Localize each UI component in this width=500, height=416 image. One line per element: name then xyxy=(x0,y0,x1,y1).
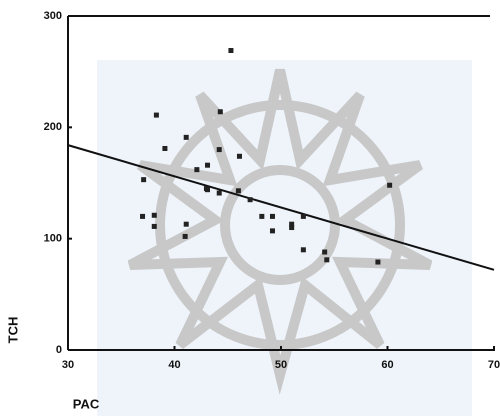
point xyxy=(289,221,295,227)
point xyxy=(228,48,234,54)
point xyxy=(259,213,265,219)
point xyxy=(387,182,393,188)
x-tick-label: 40 xyxy=(168,359,180,371)
point xyxy=(289,225,295,231)
point xyxy=(183,221,189,227)
point xyxy=(194,167,200,173)
y-tick-label: 300 xyxy=(44,10,62,22)
point xyxy=(300,213,306,219)
point xyxy=(236,153,242,159)
point xyxy=(217,109,223,115)
point xyxy=(300,247,306,253)
point xyxy=(324,257,330,263)
point xyxy=(322,249,328,255)
x-tick-label: 50 xyxy=(275,359,287,371)
point xyxy=(162,145,168,151)
point xyxy=(247,197,253,203)
x-tick-label: 30 xyxy=(62,359,74,371)
point xyxy=(216,190,222,196)
point xyxy=(269,213,275,219)
trend-line xyxy=(67,144,495,271)
point xyxy=(269,228,275,234)
y-axis-label: TCH xyxy=(5,317,20,344)
point xyxy=(183,134,189,140)
point xyxy=(151,212,157,218)
y-tick-label: 200 xyxy=(44,121,62,133)
point xyxy=(235,188,241,194)
y-tick-label: 0 xyxy=(56,344,62,356)
x-tick-label: 60 xyxy=(381,359,393,371)
x-axis-label: PAC xyxy=(73,396,100,411)
point xyxy=(140,213,146,219)
x-tick-label: 70 xyxy=(488,359,500,371)
point xyxy=(141,177,147,183)
point xyxy=(205,187,211,193)
point xyxy=(375,259,381,265)
watermark xyxy=(127,68,433,395)
y-tick-label: 100 xyxy=(44,233,62,245)
point xyxy=(151,223,157,229)
point xyxy=(216,147,222,153)
point xyxy=(153,112,159,118)
point xyxy=(205,162,211,168)
point xyxy=(182,233,188,239)
